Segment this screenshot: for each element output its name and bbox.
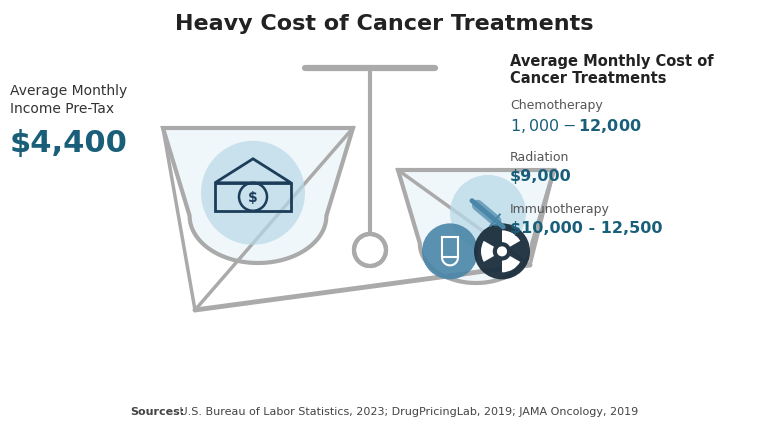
Circle shape xyxy=(474,224,530,280)
Bar xyxy=(215,184,291,211)
Circle shape xyxy=(497,247,507,257)
Text: Average Monthly: Average Monthly xyxy=(10,84,127,98)
Circle shape xyxy=(201,141,305,245)
Text: $1,000 - $12,000: $1,000 - $12,000 xyxy=(510,117,641,135)
Circle shape xyxy=(450,176,526,251)
Text: $: $ xyxy=(248,191,258,205)
Text: Chemotherapy: Chemotherapy xyxy=(510,99,603,112)
Text: Heavy Cost of Cancer Treatments: Heavy Cost of Cancer Treatments xyxy=(175,14,593,34)
Text: $9,000: $9,000 xyxy=(510,169,571,184)
Polygon shape xyxy=(398,171,554,283)
Wedge shape xyxy=(502,231,520,247)
Text: Average Monthly Cost of: Average Monthly Cost of xyxy=(510,54,713,69)
Polygon shape xyxy=(163,129,353,263)
Text: U.S. Bureau of Labor Statistics, 2023; DrugPricingLab, 2019; JAMA Oncology, 2019: U.S. Bureau of Labor Statistics, 2023; D… xyxy=(176,406,638,416)
Text: Sources:: Sources: xyxy=(130,406,184,416)
Text: $10,000 - 12,500: $10,000 - 12,500 xyxy=(510,220,663,236)
Text: Radiation: Radiation xyxy=(510,151,569,164)
Text: Income Pre-Tax: Income Pre-Tax xyxy=(10,102,114,116)
Text: Immunotherapy: Immunotherapy xyxy=(510,202,610,215)
Wedge shape xyxy=(502,256,520,273)
Circle shape xyxy=(422,224,478,280)
Wedge shape xyxy=(481,241,494,262)
Text: $4,400: $4,400 xyxy=(10,129,128,158)
Text: Cancer Treatments: Cancer Treatments xyxy=(510,71,667,86)
Circle shape xyxy=(354,234,386,266)
